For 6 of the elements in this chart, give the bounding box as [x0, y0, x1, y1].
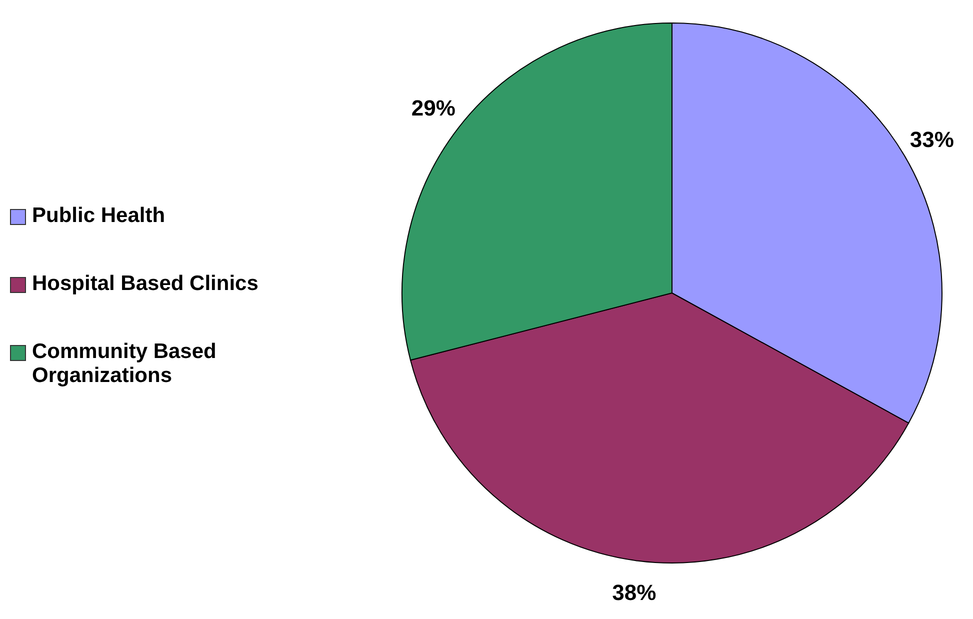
legend-label: Community Based Organizations	[32, 340, 218, 388]
data-label: 33%	[910, 126, 954, 152]
data-label: 38%	[612, 580, 656, 606]
legend-label: Public Health	[32, 204, 166, 228]
data-label: 29%	[411, 95, 456, 120]
legend-label: Hospital Based Clinics	[32, 272, 258, 296]
